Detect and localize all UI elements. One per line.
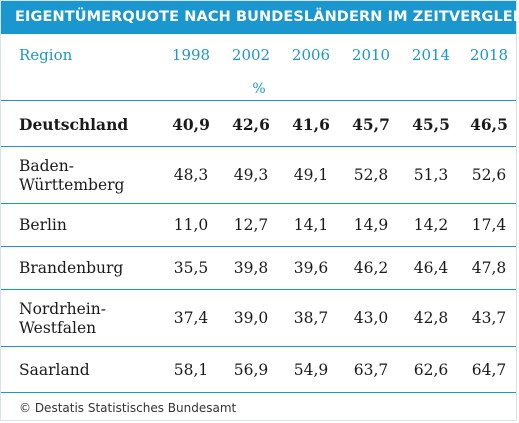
value-cell: 43,7: [471, 309, 507, 327]
value-cell: 41,6: [292, 115, 330, 134]
value-cell: 12,7: [233, 216, 269, 234]
table-row: Berlin 11,0 12,7 14,1 14,9 14,2 17,4: [1, 204, 516, 247]
value-cell: 42,6: [232, 115, 270, 134]
year-header-2014: 2014: [411, 46, 451, 64]
value-cell: 39,6: [293, 259, 329, 277]
value-cell: 14,2: [413, 216, 449, 234]
value-cell: 56,9: [233, 361, 269, 379]
value-cell: 14,1: [293, 216, 329, 234]
region-name: Berlin: [19, 216, 67, 234]
value-cell: 43,0: [353, 309, 389, 327]
value-cell: 39,0: [233, 309, 269, 327]
value-cell: 11,0: [173, 216, 209, 234]
region-name: Saarland: [19, 361, 90, 379]
year-header-1998: 1998: [171, 46, 211, 64]
table-row: Saarland 58,1 56,9 54,9 63,7 62,6 64,7: [1, 347, 516, 393]
value-cell: 35,5: [173, 259, 209, 277]
value-cell: 54,9: [293, 361, 329, 379]
value-cell: 37,4: [173, 309, 209, 327]
year-header-2006: 2006: [291, 46, 331, 64]
region-name: Baden- Württemberg: [19, 157, 125, 194]
table-title: EIGENTÜMERQUOTE NACH BUNDESLÄNDERN IM ZE…: [1, 1, 519, 34]
value-cell: 39,8: [233, 259, 269, 277]
value-cell: 38,7: [293, 309, 329, 327]
value-cell: 63,7: [353, 361, 389, 379]
value-cell: 48,3: [173, 166, 209, 184]
value-cell: 49,1: [293, 166, 329, 184]
value-cell: 47,8: [471, 259, 507, 277]
table-row: Deutschland 40,9 42,6 41,6 45,7 45,5 46,5: [1, 101, 516, 147]
source-footer: © Destatis Statistisches Bundesamt: [19, 401, 237, 415]
value-cell: 40,9: [172, 115, 210, 134]
table-header: Region 1998 2002 2006 2010 2014 2018 %: [1, 34, 516, 101]
region-column-header: Region: [19, 46, 73, 64]
table-row: Nordrhein- Westfalen 37,4 39,0 38,7 43,0 42,8 4…: [1, 290, 516, 347]
value-cell: 64,7: [471, 361, 507, 379]
value-cell: 58,1: [173, 361, 209, 379]
value-cell: 49,3: [233, 166, 269, 184]
region-name: Nordrhein- Westfalen: [19, 300, 106, 337]
value-cell: 46,5: [470, 115, 508, 134]
value-cell: 46,2: [353, 259, 389, 277]
value-cell: 51,3: [413, 166, 449, 184]
year-header-2010: 2010: [351, 46, 391, 64]
year-header-2018: 2018: [469, 46, 509, 64]
value-cell: 42,8: [413, 309, 449, 327]
value-cell: 14,9: [353, 216, 389, 234]
value-cell: 17,4: [471, 216, 507, 234]
table-row: Brandenburg 35,5 39,8 39,6 46,2 46,4 47,8: [1, 247, 516, 290]
unit-label: %: [252, 81, 266, 97]
year-header-2002: 2002: [231, 46, 271, 64]
value-cell: 52,6: [471, 166, 507, 184]
value-cell: 45,7: [352, 115, 390, 134]
value-cell: 45,5: [412, 115, 450, 134]
region-name: Brandenburg: [19, 259, 124, 277]
value-cell: 46,4: [413, 259, 449, 277]
table-row: Baden- Württemberg 48,3 49,3 49,1 52,8 51,3 52,…: [1, 147, 516, 204]
region-name: Deutschland: [19, 115, 129, 134]
value-cell: 62,6: [413, 361, 449, 379]
value-cell: 52,8: [353, 166, 389, 184]
